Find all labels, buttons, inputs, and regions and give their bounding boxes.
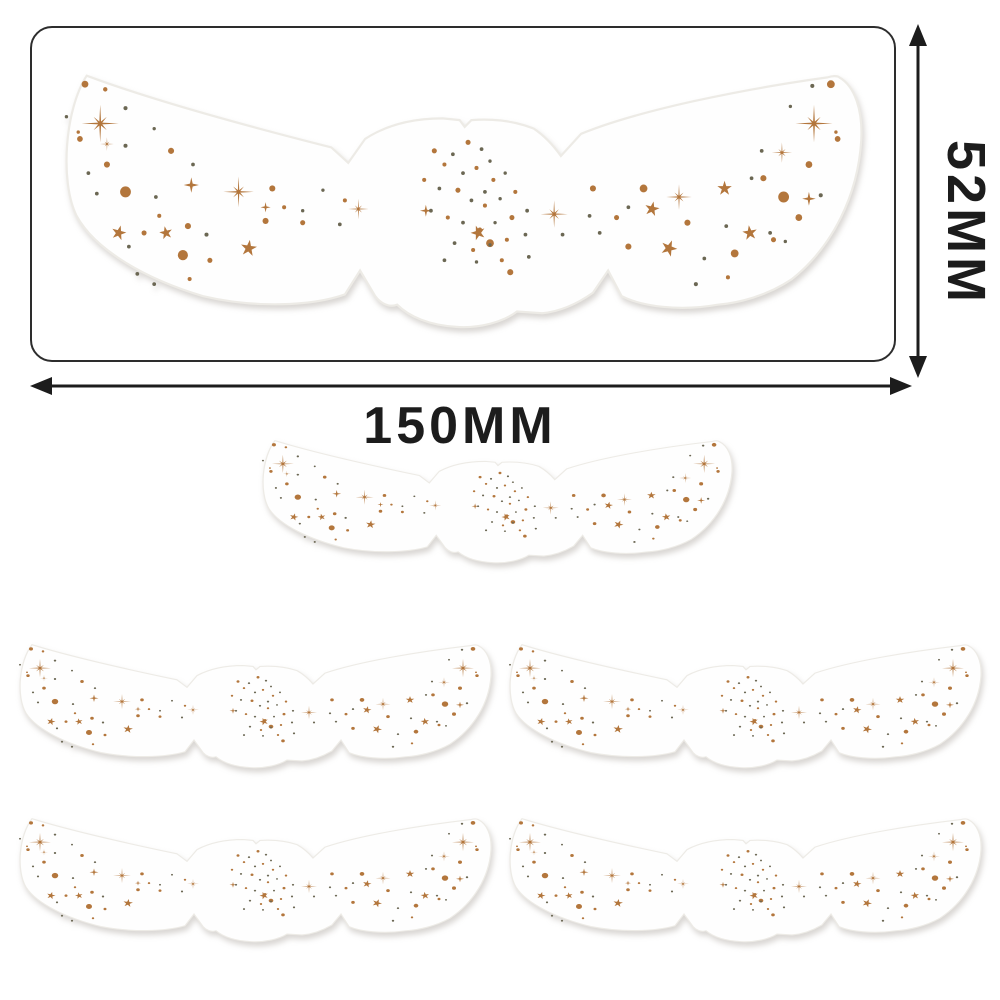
width-dimension-label: 150MM: [363, 397, 557, 455]
sticker-preview-single: [258, 434, 736, 571]
sticker-preview: [505, 638, 985, 776]
height-dimension-arrow: [909, 24, 927, 378]
sticker-preview: [15, 638, 495, 776]
width-dimension-arrow: [30, 377, 912, 395]
arrow-right-icon: [890, 377, 912, 395]
sticker-preview: [505, 812, 985, 950]
sticker-main-image: [58, 62, 868, 344]
arrow-left-icon: [30, 377, 52, 395]
height-dimension-label: 52MM: [936, 140, 996, 307]
product-outline-box: [30, 26, 896, 362]
arrow-down-icon: [909, 356, 927, 378]
arrow-up-icon: [909, 24, 927, 46]
sticker-preview: [15, 812, 495, 950]
